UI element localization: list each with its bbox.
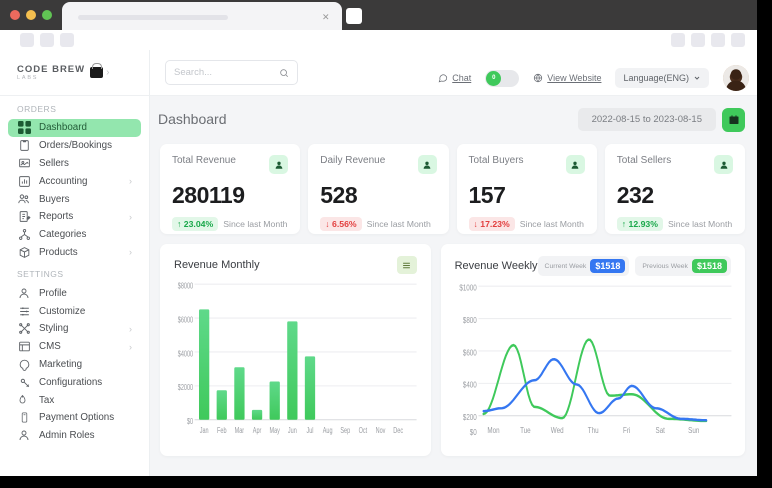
- svg-text:Nov: Nov: [376, 427, 386, 435]
- svg-text:$0: $0: [469, 427, 476, 437]
- svg-text:Sat: Sat: [655, 425, 664, 435]
- svg-text:$200: $200: [462, 412, 476, 422]
- svg-text:Mar: Mar: [235, 427, 245, 435]
- svg-text:$1000: $1000: [459, 283, 476, 293]
- svg-text:$0: $0: [187, 418, 193, 426]
- svg-text:$600: $600: [462, 347, 476, 357]
- svg-text:Dec: Dec: [393, 427, 403, 435]
- svg-text:$2000: $2000: [178, 384, 193, 392]
- svg-text:Tue: Tue: [520, 425, 531, 435]
- svg-text:$8000: $8000: [178, 283, 193, 291]
- svg-text:Feb: Feb: [217, 427, 227, 435]
- svg-text:Aug: Aug: [323, 427, 333, 435]
- svg-text:Jan: Jan: [200, 427, 209, 435]
- svg-text:Apr: Apr: [253, 427, 262, 435]
- svg-text:Oct: Oct: [359, 427, 368, 435]
- svg-text:Jun: Jun: [288, 427, 297, 435]
- svg-text:Mon: Mon: [487, 425, 499, 435]
- svg-text:Sep: Sep: [340, 427, 350, 435]
- svg-text:Wed: Wed: [550, 425, 563, 435]
- svg-text:$4000: $4000: [178, 350, 193, 358]
- svg-text:Thu: Thu: [587, 425, 598, 435]
- svg-text:$800: $800: [462, 315, 476, 325]
- svg-text:May: May: [270, 427, 281, 435]
- svg-text:Jul: Jul: [306, 427, 313, 435]
- svg-text:$6000: $6000: [178, 317, 193, 325]
- svg-text:Sun: Sun: [688, 425, 699, 435]
- svg-text:$400: $400: [462, 380, 476, 390]
- svg-text:Fri: Fri: [623, 425, 631, 435]
